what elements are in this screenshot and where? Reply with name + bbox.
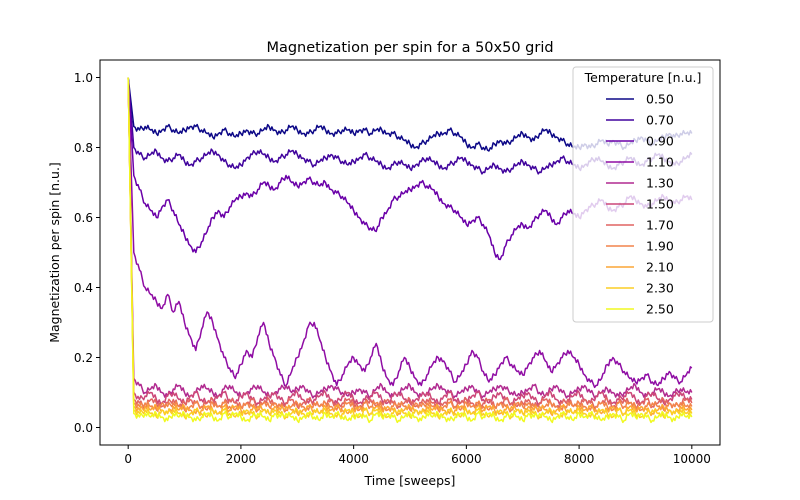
legend-entry-label: 2.10 (646, 260, 674, 275)
y-tick-label: 1.0 (74, 71, 93, 85)
legend-entry-label: 0.70 (646, 113, 674, 128)
y-tick-label: 0.0 (74, 421, 93, 435)
series-line-2-30 (127, 77, 693, 420)
x-tick-label: 8000 (564, 452, 595, 466)
y-tick-label: 0.4 (74, 281, 93, 295)
ticks-layer: 0 2000 4000 6000 8000 10000 0.0 0.2 0.4 0.6 0.8 1.0 (74, 71, 711, 466)
y-axis-label: Magnetization per spin [n.u.] (47, 162, 62, 343)
legend-entry-label: 2.50 (646, 302, 674, 317)
legend-entry-label: 1.70 (646, 218, 674, 233)
chart-title: Magnetization per spin for a 50x50 grid (266, 40, 553, 56)
legend-entry-label: 1.10 (646, 155, 674, 170)
legend-entry-label: 1.50 (646, 197, 674, 212)
legend-entry-label: 0.90 (646, 134, 674, 149)
x-tick-label: 4000 (338, 452, 369, 466)
legend-entry-label: 1.90 (646, 239, 674, 254)
y-tick-label: 0.2 (74, 351, 93, 365)
series-layer (127, 77, 693, 424)
series-line-1-90 (127, 77, 693, 413)
series-line-1-10 (127, 77, 693, 389)
plot-frame (99, 59, 721, 446)
x-tick-label: 6000 (451, 452, 482, 466)
series-line-1-50 (127, 77, 693, 406)
y-tick-label: 0.8 (74, 141, 93, 155)
x-axis-label: Time [sweeps] (364, 473, 456, 488)
legend-entry-label: 0.50 (646, 92, 674, 107)
series-line-2-50 (127, 77, 693, 424)
x-tick-label: 10000 (673, 452, 711, 466)
y-tick-label: 0.6 (74, 211, 93, 225)
legend-title: Temperature [n.u.] (584, 70, 702, 85)
legend-box (572, 66, 714, 323)
x-tick-label: 0 (124, 452, 132, 466)
legend: Temperature [n.u.] 0.50 0.70 0.90 1.10 1.30 1… (572, 66, 714, 323)
x-tick-label: 2000 (226, 452, 257, 466)
legend-entry-label: 1.30 (646, 176, 674, 191)
legend-entry-label: 2.30 (646, 281, 674, 296)
